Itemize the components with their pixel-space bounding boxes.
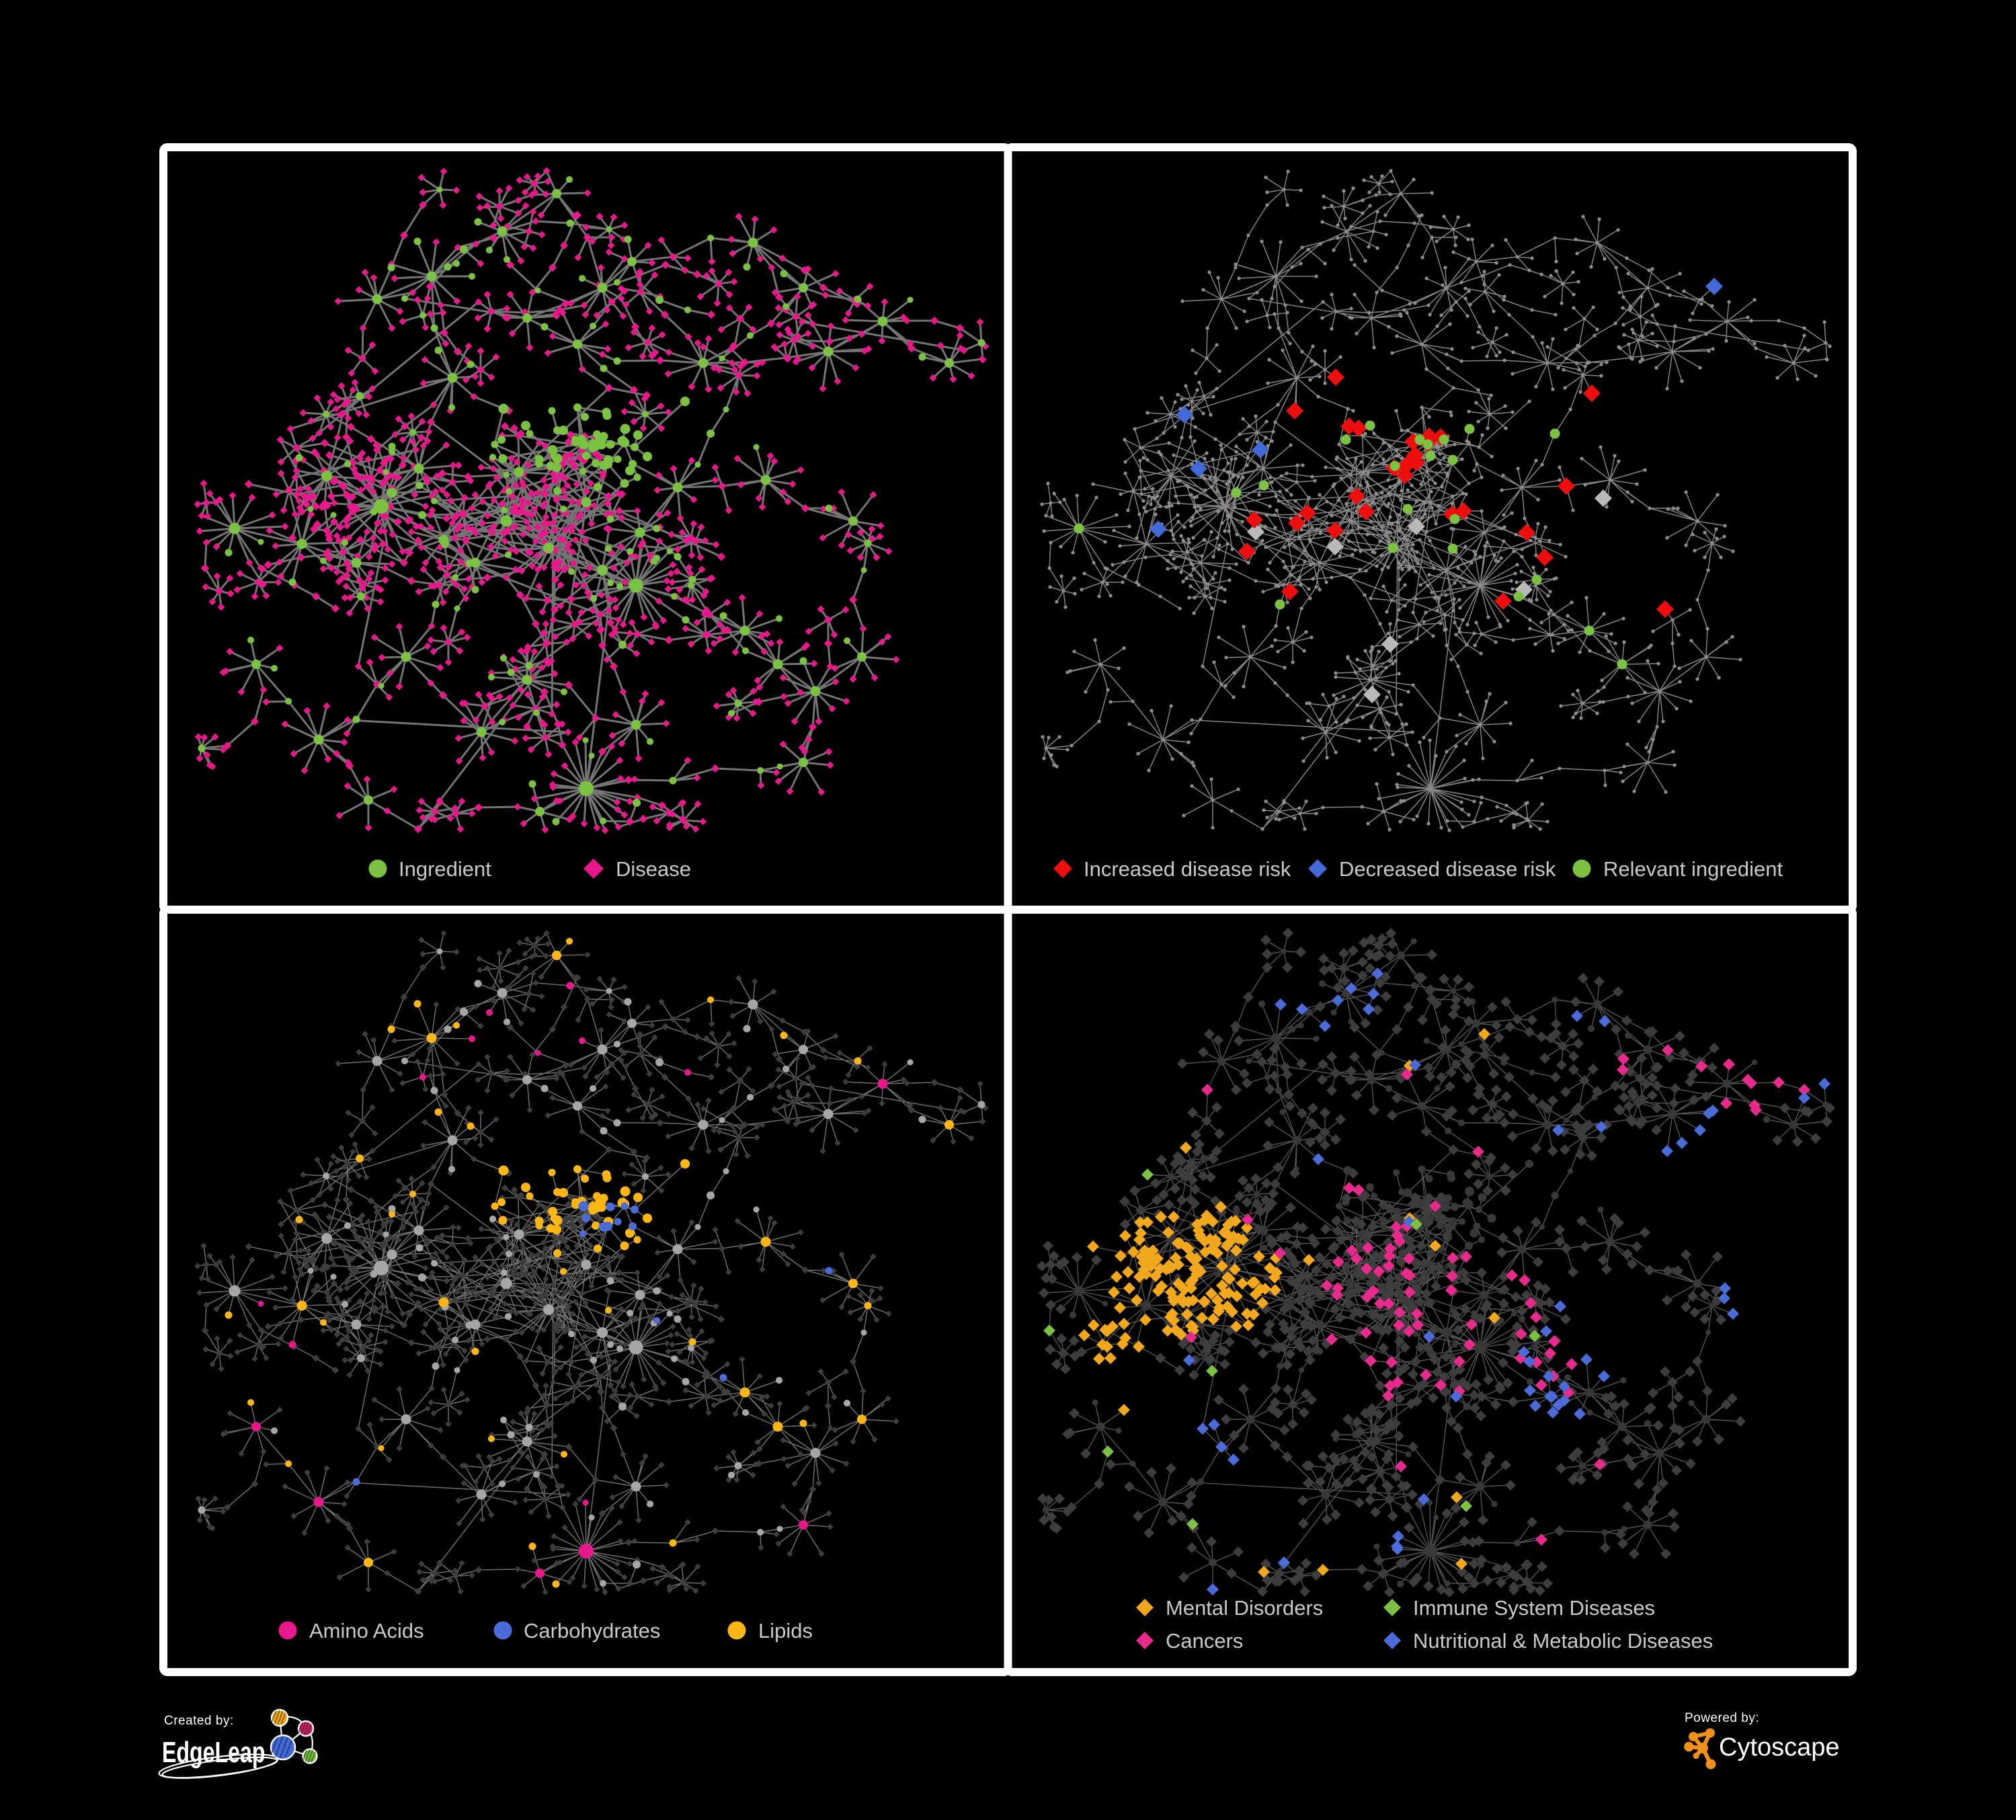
svg-text:Immune System Diseases: Immune System Diseases — [1413, 1596, 1655, 1620]
svg-text:Relevant ingredient: Relevant ingredient — [1603, 857, 1783, 881]
svg-text:Lipids: Lipids — [758, 1619, 813, 1643]
svg-text:Cytoscape: Cytoscape — [1719, 1733, 1840, 1762]
svg-text:Created by:: Created by: — [164, 1714, 234, 1728]
svg-text:Nutritional & Metabolic Diseas: Nutritional & Metabolic Diseases — [1413, 1629, 1713, 1653]
svg-text:Cancers: Cancers — [1166, 1629, 1243, 1653]
svg-text:Increased disease risk: Increased disease risk — [1084, 857, 1291, 881]
svg-text:Ingredient: Ingredient — [399, 857, 491, 881]
svg-text:Amino Acids: Amino Acids — [309, 1619, 424, 1643]
svg-text:Powered by:: Powered by: — [1685, 1711, 1759, 1725]
svg-text:Mental Disorders: Mental Disorders — [1166, 1596, 1323, 1620]
svg-text:Carbohydrates: Carbohydrates — [524, 1619, 660, 1643]
svg-text:Disease: Disease — [616, 857, 691, 881]
svg-text:Decreased disease risk: Decreased disease risk — [1339, 857, 1556, 881]
